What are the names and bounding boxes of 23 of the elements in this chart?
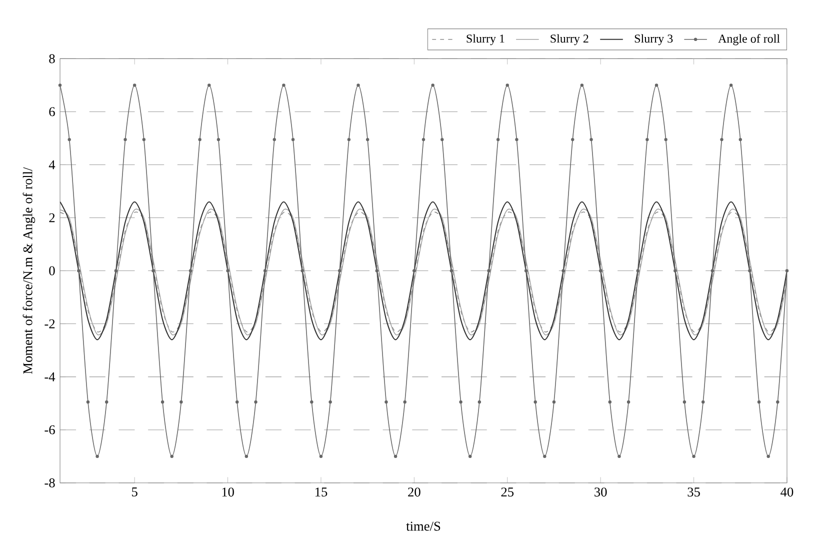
- y-axis-title: Moment of force/N.m & Angle of roll/: [22, 167, 36, 374]
- legend-label: Slurry 1: [466, 34, 504, 46]
- x-tick-label: 25: [501, 488, 514, 497]
- x-axis-title: time/S: [406, 522, 440, 531]
- x-tick-label: 20: [408, 488, 420, 497]
- y-tick-label: -2: [44, 320, 55, 328]
- y-tick-label: -4: [44, 372, 56, 382]
- y-tick-label: -8: [44, 478, 55, 488]
- x-tick-label: 15: [315, 488, 328, 497]
- x-tick-label: 35: [688, 488, 700, 497]
- y-tick-label: 4: [48, 160, 56, 170]
- y-tick-label: 8: [49, 54, 55, 64]
- y-tick-label: -6: [44, 426, 55, 435]
- y-tick-label: 6: [49, 107, 55, 116]
- legend-label: Angle of roll: [718, 34, 780, 46]
- legend-label: Slurry 3: [634, 34, 673, 46]
- x-tick-label: 40: [780, 488, 794, 497]
- x-tick-label: 5: [132, 488, 138, 497]
- x-tick-label: 30: [594, 488, 607, 497]
- legend-label: Slurry 2: [550, 34, 588, 46]
- x-tick-label: 10: [222, 488, 234, 497]
- y-tick-label: 2: [49, 214, 55, 222]
- y-tick-label: 0: [49, 266, 55, 276]
